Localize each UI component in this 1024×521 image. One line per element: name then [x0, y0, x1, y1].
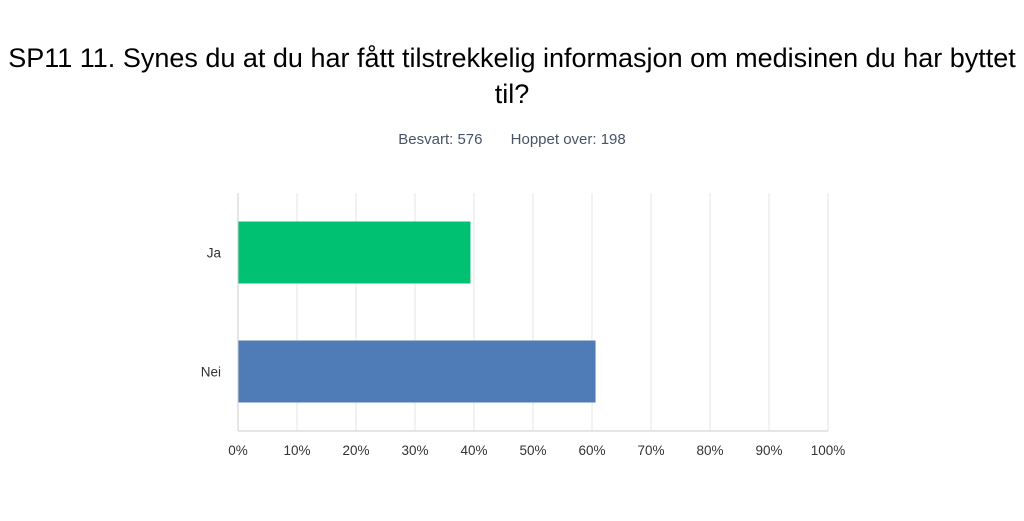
x-tick-label: 80%: [696, 443, 723, 458]
x-tick-label: 90%: [755, 443, 782, 458]
x-tick-label: 70%: [637, 443, 664, 458]
x-tick-label: 40%: [460, 443, 487, 458]
x-tick-label: 10%: [283, 443, 310, 458]
skipped-count: Hoppet over: 198: [510, 131, 626, 148]
bar-ja: [238, 221, 471, 284]
x-tick-label: 60%: [578, 443, 605, 458]
x-tick-label: 50%: [519, 443, 546, 458]
category-label: Ja: [207, 246, 222, 261]
x-tick-label: 100%: [811, 443, 846, 458]
x-tick-label: 0%: [228, 443, 248, 458]
chart-title: SP11 11. Synes du at du har fått tilstre…: [8, 43, 1016, 109]
category-label: Nei: [201, 365, 221, 380]
bars: [238, 221, 596, 403]
category-labels: Ja Nei: [201, 246, 222, 380]
x-tick-label: 20%: [342, 443, 369, 458]
response-stats: Besvart: 576 Hoppet over: 198: [0, 131, 1024, 148]
bar-nei: [238, 340, 596, 403]
answered-count: Besvart: 576: [398, 131, 483, 148]
axes: [237, 193, 828, 432]
x-tick-labels: 0% 10% 20% 30% 40% 50% 60% 70% 80% 90% 100%: [228, 443, 845, 458]
x-tick-label: 30%: [401, 443, 428, 458]
